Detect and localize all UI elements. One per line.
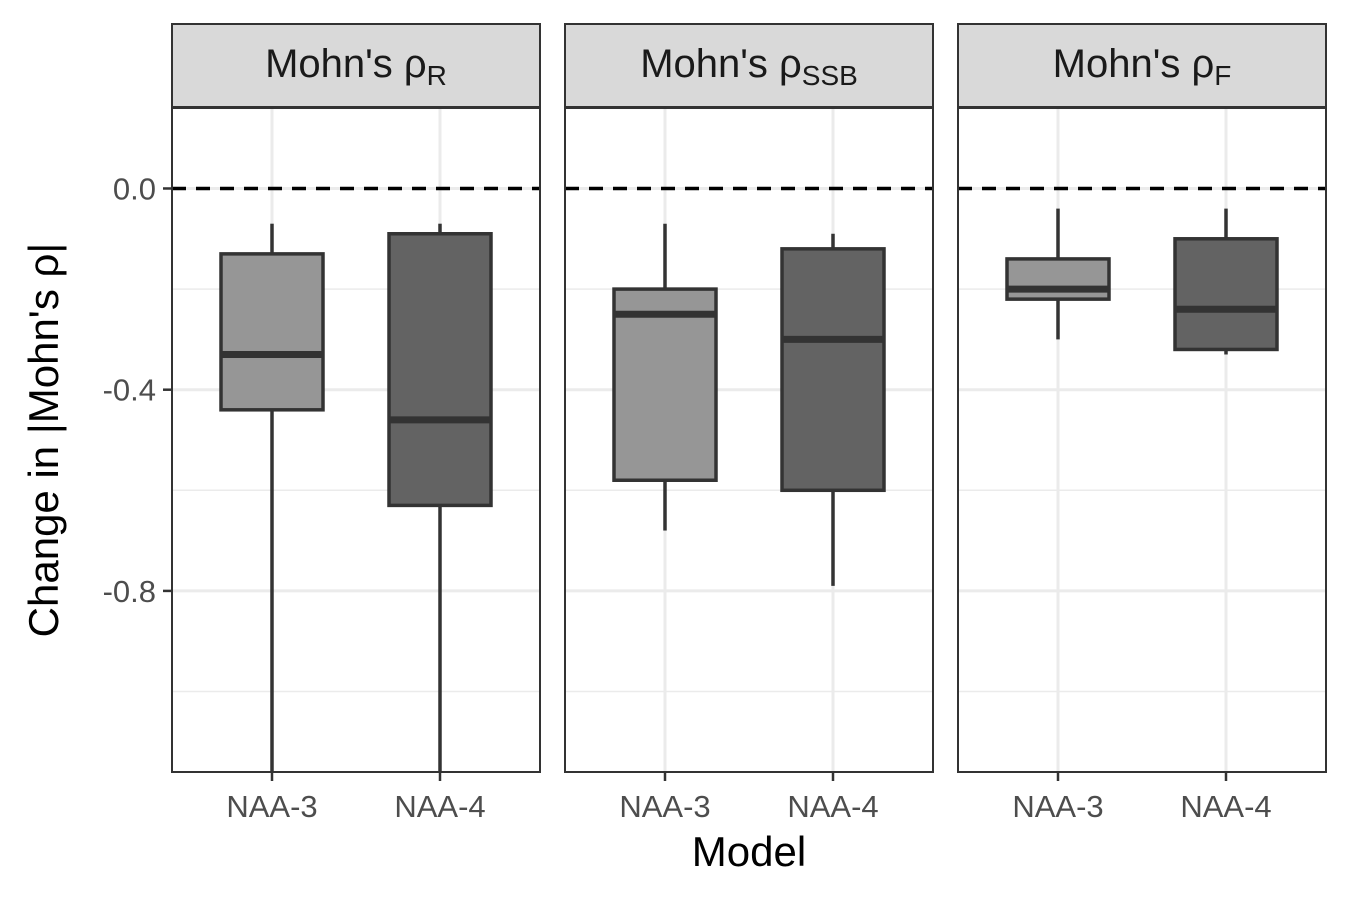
facet-strip [564,23,934,108]
panel-background [958,108,1326,772]
y-tick-label: 0.0 [113,171,156,206]
y-tick-label: -0.4 [103,373,156,408]
facet-strip-label: Mohn's ρR [265,42,447,91]
x-tick-label: NAA-4 [1180,789,1271,824]
y-axis-title: Change in |Mohn's ρ| [20,243,67,638]
facet-strip-label: Mohn's ρSSB [640,42,858,91]
facet-strip [171,23,541,108]
facet-strip [957,23,1327,108]
box-naa-3 [612,287,718,482]
box-naa-4 [780,247,886,493]
x-tick-label: NAA-3 [619,789,710,824]
x-tick-label: NAA-4 [787,789,878,824]
x-tick-label: NAA-3 [1012,789,1103,824]
x-tick-label: NAA-3 [226,789,317,824]
box-naa-4 [387,232,493,508]
x-tick-label: NAA-4 [394,789,485,824]
facet-strip-label: Mohn's ρF [1053,42,1232,91]
box-naa-3 [1005,257,1111,301]
box-naa-4 [1173,237,1279,352]
box-naa-3 [219,252,325,412]
y-tick-label: -0.8 [103,574,156,609]
x-axis-title: Model [692,828,806,875]
